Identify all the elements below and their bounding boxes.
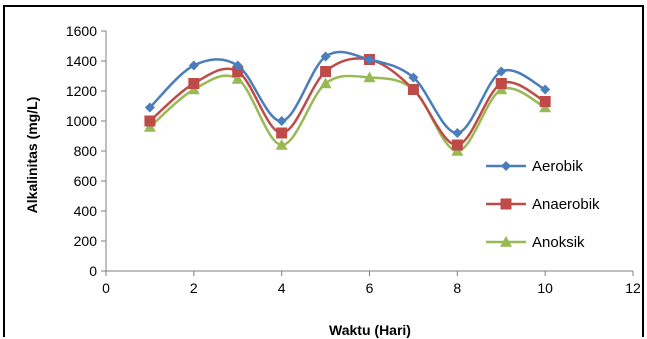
x-tick-label: 2	[190, 280, 198, 296]
data-point	[408, 72, 419, 83]
y-tick-label: 400	[74, 203, 98, 219]
y-tick-label: 800	[74, 143, 98, 159]
y-axis-label: Alkalinitas (mg/L)	[24, 97, 40, 214]
y-tick-label: 1000	[66, 113, 97, 129]
y-tick-label: 1600	[66, 23, 97, 39]
data-point	[320, 66, 332, 77]
data-point	[276, 116, 287, 126]
y-tick-label: 200	[74, 233, 98, 249]
legend-marker	[500, 236, 512, 247]
series-aerobik	[144, 50, 551, 138]
legend-label: Anaerobik	[532, 196, 600, 213]
legend-label: Anoksik	[532, 234, 585, 251]
series-line	[149, 57, 546, 147]
data-point	[540, 84, 551, 95]
y-tick-label: 600	[74, 173, 98, 189]
tick-labels: 0 200 400 600 800 1000 1200 1400 1600 0 2 4 6 8 10 12	[66, 23, 641, 296]
legend-item: Anaerobik	[486, 196, 600, 213]
series-line	[149, 50, 546, 135]
series-group	[143, 50, 552, 156]
y-tick-label: 1200	[66, 83, 97, 99]
legend-item: Aerobik	[486, 158, 583, 175]
data-point	[144, 102, 155, 113]
x-axis-label: Waktu (Hari)	[329, 322, 411, 338]
legend-marker	[500, 198, 512, 210]
data-point	[275, 139, 288, 150]
axes	[101, 30, 634, 276]
y-tick-label: 1400	[66, 53, 97, 69]
legend-item: Anoksik	[486, 234, 585, 251]
legend-label: Aerobik	[532, 158, 583, 175]
data-point	[496, 66, 507, 77]
data-point	[232, 60, 243, 71]
data-point	[231, 73, 244, 84]
legend: Aerobik Anaerobik Anoksik	[486, 158, 600, 251]
data-point	[539, 96, 551, 107]
data-point	[188, 78, 200, 89]
data-point	[320, 51, 331, 62]
data-point	[319, 77, 332, 89]
y-tick-label: 0	[89, 263, 97, 279]
data-point	[495, 78, 507, 89]
data-point	[452, 128, 463, 138]
chart-frame: 0 200 400 600 800 1000 1200 1400 1600 0 2 4 6 8 10 12 A…	[3, 5, 644, 338]
data-point	[276, 127, 288, 139]
x-tick-label: 10	[537, 280, 553, 296]
x-tick-label: 8	[453, 280, 461, 296]
data-point	[232, 66, 244, 77]
data-point	[451, 139, 463, 151]
data-point	[144, 115, 156, 127]
series-line	[149, 74, 546, 153]
line-chart: 0 200 400 600 800 1000 1200 1400 1600 0 2 4 6 8 10 12 A…	[24, 23, 641, 338]
x-tick-label: 4	[278, 280, 286, 296]
x-tick-label: 0	[102, 280, 110, 296]
legend-marker	[501, 161, 511, 171]
x-tick-label: 12	[625, 280, 641, 296]
data-point	[364, 54, 375, 65]
data-point	[363, 71, 376, 83]
x-tick-label: 6	[366, 280, 374, 296]
data-point	[407, 84, 419, 95]
data-point	[188, 60, 199, 71]
